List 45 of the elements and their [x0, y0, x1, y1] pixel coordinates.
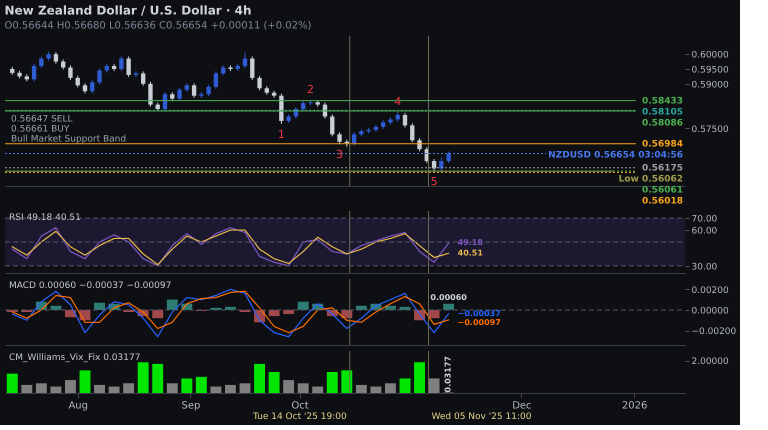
x-tick-label: 2026 — [622, 400, 648, 412]
y-tick-label: 0.00200 — [692, 286, 729, 296]
y-tick-label: 60.00 — [692, 226, 718, 237]
ref-line-label: Wed 05 Nov '25 11:00 — [431, 412, 532, 422]
data-label: 0.00060 — [430, 292, 468, 302]
chart-subtitle: O0.56644 H0.56680 L0.56636 C0.56654 +0.00011 (+0.02%) — [4, 20, 312, 32]
annotation: 0.56661 BUY — [11, 124, 70, 134]
ref-line-label: Tue 14 Oct '25 19:00 — [252, 412, 347, 422]
y-tick-label: 70.00 — [692, 214, 718, 225]
y-tick-label: 2.00000 — [692, 357, 729, 368]
annotation: 0.56647 SELL — [11, 114, 73, 124]
data-label: 49.18 — [458, 238, 484, 247]
data-label: 40.51 — [458, 248, 484, 258]
x-tick-label: Dec — [512, 400, 532, 412]
annotation: Bull Market Support Band — [11, 134, 126, 144]
ref-line-label: 0.56175 — [642, 164, 683, 174]
annotation: 1 — [278, 128, 285, 141]
y-tick-label: 0.59500 — [692, 65, 729, 76]
y-tick-label: −0.00200 — [692, 327, 737, 338]
ref-line-label: 0.56018 — [642, 196, 683, 207]
chart-title: CM_Williams_Vix_Fix 0.03177 — [9, 353, 140, 363]
y-tick-label: 0.00000 — [692, 306, 729, 316]
annotation: 5 — [430, 175, 438, 188]
ref-line-label: 0.58105 — [642, 108, 683, 118]
x-tick-label: Oct — [291, 400, 309, 412]
x-tick-label: Aug — [68, 400, 88, 412]
ref-line-label: Low 0.56062 — [618, 174, 683, 185]
y-tick-label: 0.59000 — [692, 80, 729, 90]
y-tick-label: 30.00 — [692, 262, 718, 272]
chart-title: RSI 49.18 40.51 — [9, 213, 81, 223]
ref-line-label: 0.56984 — [642, 140, 683, 150]
data-label: −0.00097 — [458, 318, 501, 327]
x-tick-label: Sep — [182, 400, 200, 412]
annotation: 2 — [306, 83, 314, 96]
ref-line-label: 0.58433 — [642, 96, 683, 107]
ref-line-label: 0.56061 — [642, 186, 683, 196]
data-label: 0.03177 — [444, 356, 453, 392]
y-tick-label: 0.57500 — [692, 124, 729, 135]
y-tick-label: 0.60000 — [692, 50, 729, 61]
chart-title: MACD 0.00060 −0.00037 −0.00097 — [9, 281, 172, 291]
ref-line-label: 0.58086 — [642, 118, 683, 129]
data-label: −0.00037 — [458, 308, 501, 318]
chart-title: New Zealand Dollar / U.S. Dollar · 4h — [4, 4, 252, 18]
annotation: 3 — [336, 148, 344, 161]
ref-line-label: NZDUSD 0.56654 03:04:56 — [548, 150, 683, 161]
